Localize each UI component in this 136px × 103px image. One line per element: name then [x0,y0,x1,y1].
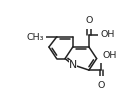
Text: O: O [98,81,105,90]
Text: O: O [85,16,93,25]
Text: OH: OH [101,30,115,39]
Text: OH: OH [102,51,116,60]
Text: CH₃: CH₃ [26,33,44,42]
Text: N: N [69,60,77,70]
